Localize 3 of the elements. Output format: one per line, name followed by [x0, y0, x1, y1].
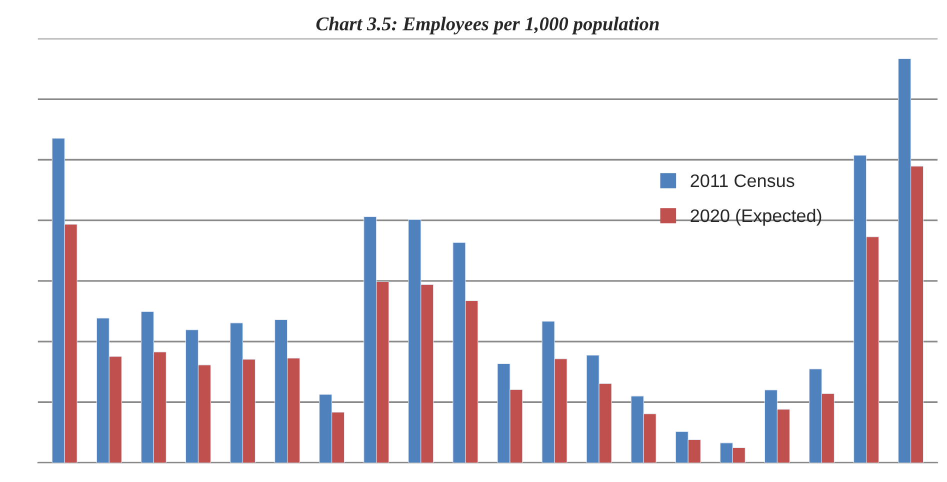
- legend-label: 2020 (Expected): [690, 208, 822, 226]
- legend-label: 2011 Census: [690, 174, 794, 188]
- chart-title: Chart 3.5: Employees per 1,000 population: [316, 16, 659, 34]
